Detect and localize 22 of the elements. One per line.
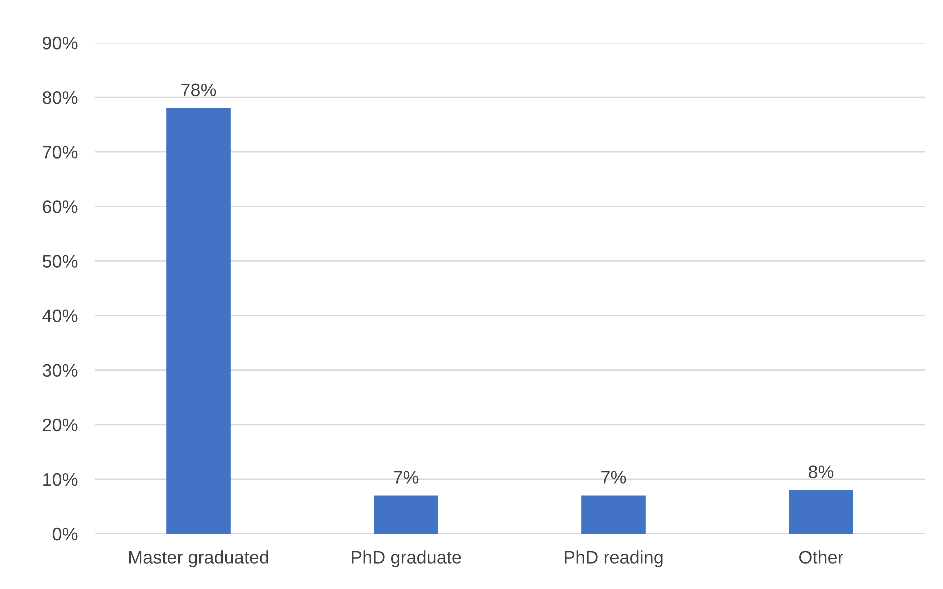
y-tick-label: 80%: [42, 91, 78, 104]
x-tick-label: PhD graduate: [352, 550, 462, 568]
y-tick-label: 70%: [43, 146, 78, 159]
data-label: 8%: [808, 466, 834, 478]
x-tick-label: Master graduated: [129, 550, 268, 568]
data-label: 7%: [394, 471, 419, 484]
bar: [374, 496, 438, 534]
bar: [789, 490, 854, 534]
bar: [582, 496, 646, 534]
y-tick-label: 10%: [44, 473, 78, 486]
y-tick-label: 30%: [42, 364, 78, 378]
y-tick-label: 60%: [43, 200, 78, 214]
data-label: 7%: [602, 471, 626, 484]
x-tick-label: Other: [800, 550, 844, 564]
y-tick-label: 50%: [42, 255, 78, 268]
y-tick-label: 90%: [43, 36, 78, 50]
data-label: 78%: [182, 84, 216, 97]
y-tick-label: 20%: [43, 418, 78, 432]
y-tick-label: 40%: [42, 310, 78, 322]
y-tick-label: 0%: [52, 528, 78, 541]
x-tick-label: PhD reading: [565, 550, 663, 568]
bar: [166, 108, 231, 534]
